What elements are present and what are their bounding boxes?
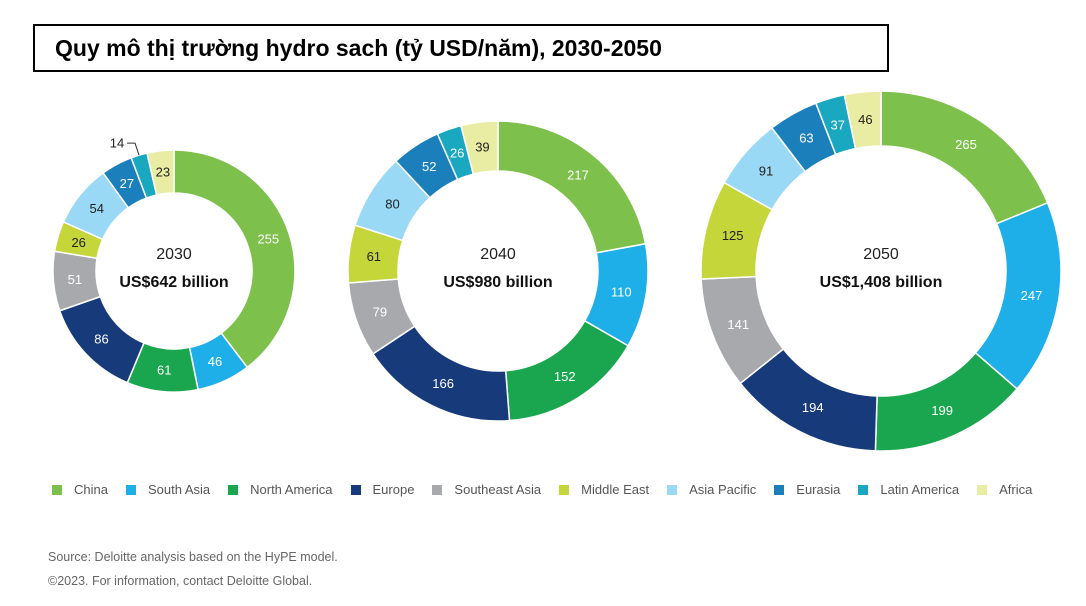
source-note: Source: Deloitte analysis based on the H… — [48, 550, 338, 564]
legend-swatch — [350, 484, 361, 495]
data-label: 80 — [385, 196, 399, 211]
legend-label: Asia Pacific — [689, 482, 757, 497]
slice-2030-africa — [146, 149, 175, 196]
legend-item: Middle East — [559, 482, 649, 497]
data-label: 39 — [475, 139, 489, 154]
legend-label: Eurasia — [796, 482, 841, 497]
data-label: 86 — [94, 332, 108, 347]
total-label: US$980 billion — [443, 274, 552, 291]
legend-label: North America — [250, 482, 333, 497]
data-label: 63 — [799, 130, 813, 145]
year-label: 2040 — [480, 246, 516, 263]
legend-item: Asia Pacific — [667, 482, 756, 497]
year-label: 2050 — [863, 246, 899, 263]
legend-swatch — [52, 484, 62, 495]
slice-2050-china — [880, 90, 1049, 225]
legend-item: Eurasia — [774, 482, 840, 497]
slice-2040-africa — [460, 120, 499, 176]
data-label: 125 — [722, 228, 744, 243]
legend-item: South Asia — [125, 482, 211, 497]
legend-label: Southeast Asia — [454, 482, 542, 497]
data-label: 217 — [567, 167, 589, 182]
data-label: 166 — [432, 376, 454, 391]
data-label: 52 — [422, 159, 436, 174]
data-label: 23 — [156, 165, 170, 180]
data-label: 14 — [110, 136, 124, 151]
data-label: 37 — [830, 117, 844, 132]
year-label: 2030 — [156, 246, 192, 263]
data-label: 51 — [68, 272, 82, 287]
legend-label: China — [74, 482, 108, 497]
data-label: 26 — [71, 235, 85, 250]
data-label: 152 — [554, 369, 576, 384]
data-label: 46 — [208, 354, 222, 369]
legend-swatch — [774, 484, 785, 495]
data-label: 61 — [367, 249, 381, 264]
legend-label: Latin America — [880, 482, 960, 497]
total-label: US$1,408 billion — [820, 274, 943, 291]
data-label: 46 — [858, 112, 872, 127]
legend-label: South Asia — [147, 482, 211, 497]
slice-2040-china — [497, 120, 647, 254]
legend-swatch — [432, 484, 443, 495]
data-label: 79 — [373, 304, 387, 319]
copyright-note: ©2023. For information, contact Deloitte… — [48, 574, 313, 588]
data-label: 255 — [257, 232, 279, 247]
slice-2050-south-asia — [974, 201, 1062, 390]
data-label: 61 — [157, 363, 171, 378]
legend-swatch — [667, 484, 678, 495]
legend-swatch — [228, 484, 239, 495]
data-label: 110 — [611, 285, 632, 300]
chart-title: Quy mô thị trường hydro sach (tỷ USD/năm… — [55, 35, 662, 61]
data-label: 194 — [802, 400, 824, 415]
legend-swatch — [858, 484, 869, 495]
legend-label: Europe — [372, 482, 415, 497]
legend-label: Africa — [999, 482, 1033, 497]
data-label: 199 — [931, 403, 953, 418]
data-label: 91 — [759, 163, 773, 178]
data-label: 54 — [89, 201, 103, 216]
legend-item: Europe — [350, 482, 415, 497]
legend-item: Latin America — [858, 482, 959, 497]
legend-item: Africa — [977, 482, 1032, 497]
slice-2030-china — [173, 149, 296, 369]
title-box: Quy mô thị trường hydro sach (tỷ USD/năm… — [33, 24, 889, 72]
data-label: 265 — [955, 137, 977, 152]
legend: China South Asia North America Europe Southe… — [52, 482, 1050, 497]
legend-item: Southeast Asia — [432, 482, 541, 497]
data-label: 27 — [120, 176, 134, 191]
data-label: 141 — [727, 317, 749, 332]
total-label: US$642 billion — [119, 274, 228, 291]
legend-item: China — [52, 482, 108, 497]
leader-line — [127, 142, 140, 156]
legend-swatch — [977, 484, 988, 495]
data-label: 26 — [450, 145, 464, 160]
legend-swatch — [125, 484, 136, 495]
data-label: 247 — [1021, 288, 1043, 303]
legend-swatch — [559, 484, 570, 495]
legend-item: North America — [228, 482, 333, 497]
slice-2050-africa — [843, 90, 882, 150]
legend-label: Middle East — [581, 482, 650, 497]
